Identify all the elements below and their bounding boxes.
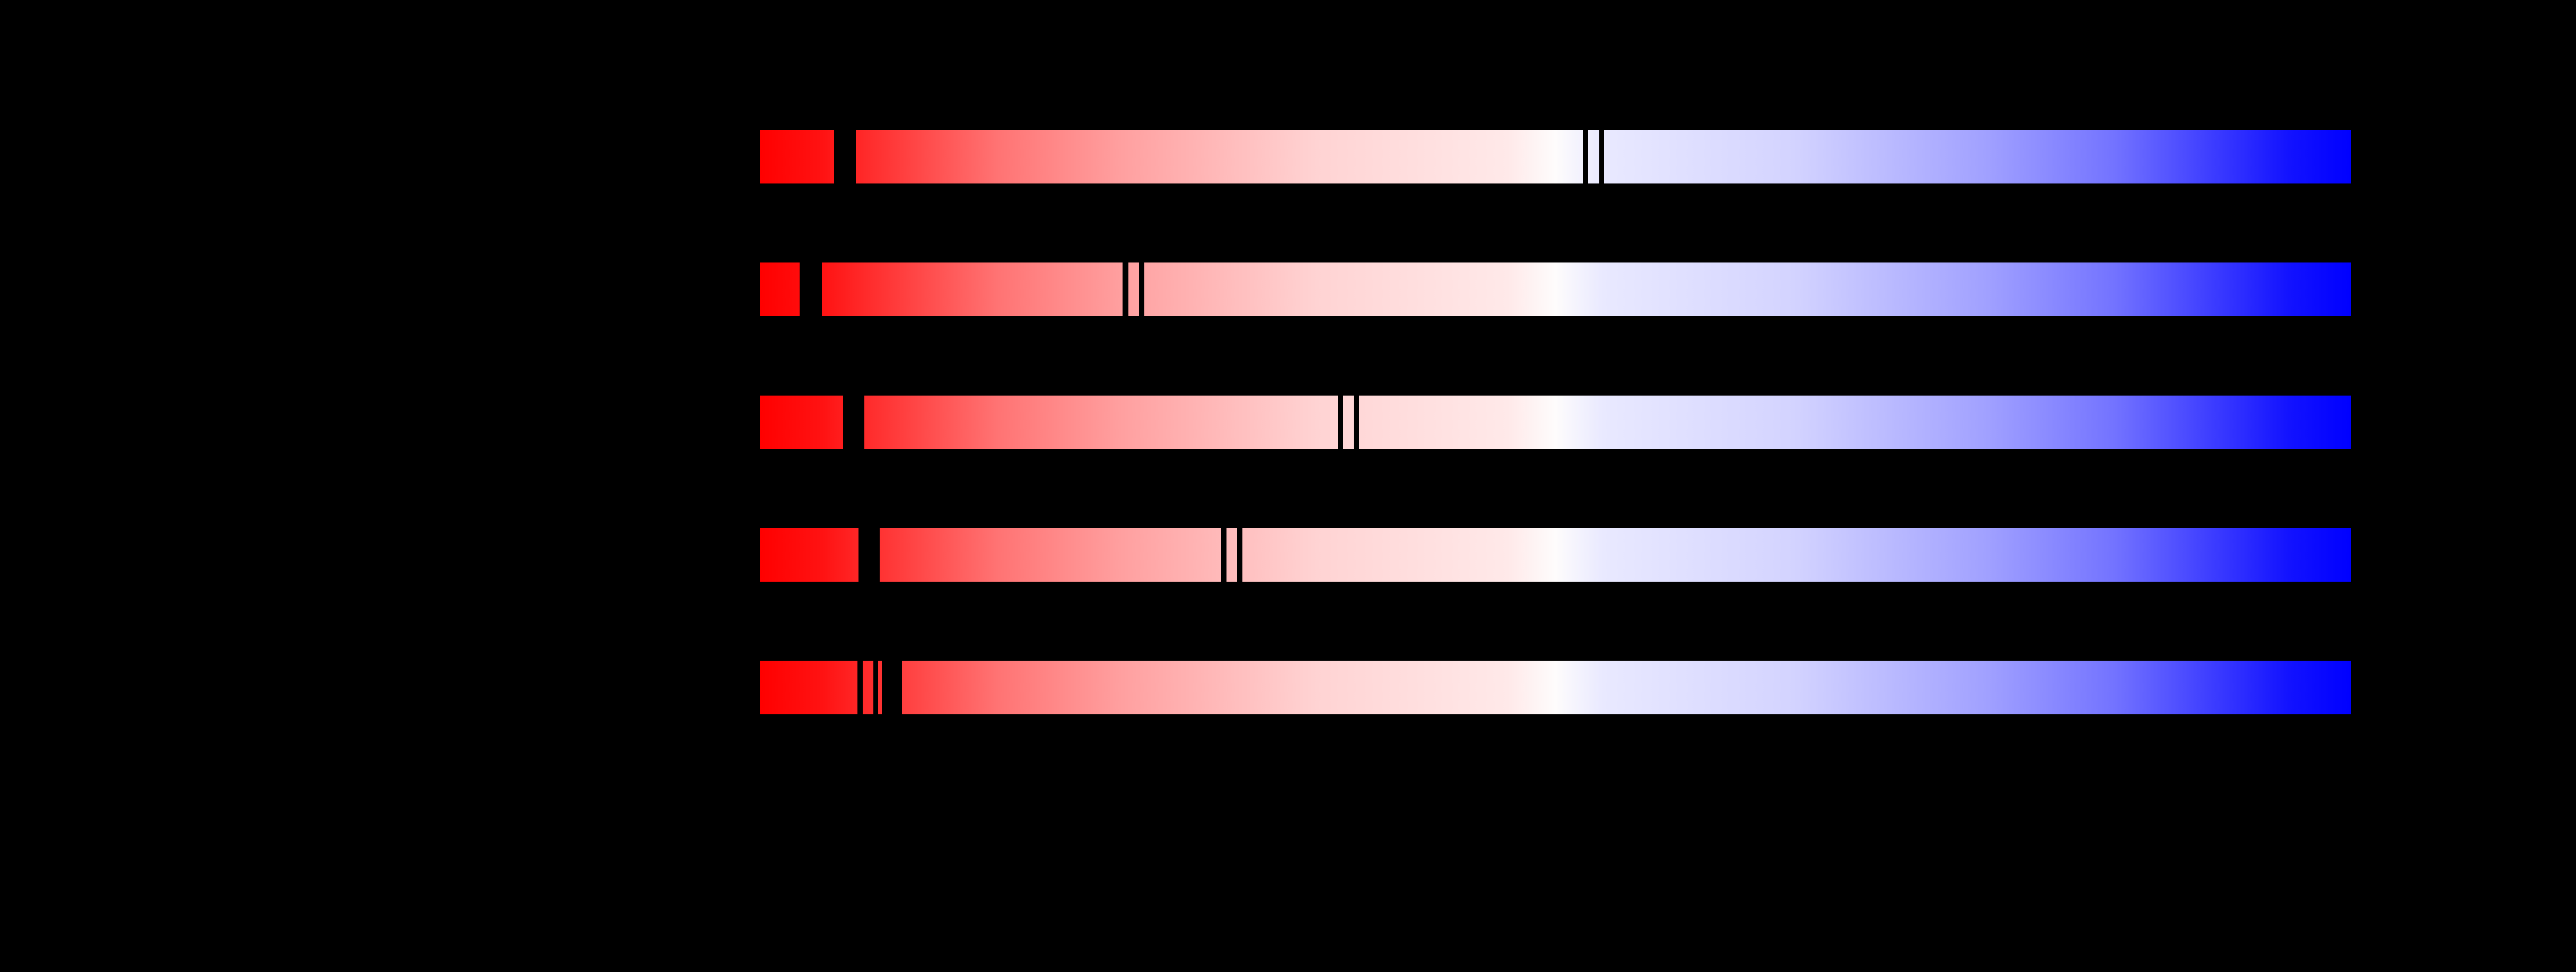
wide-marker-line-row-3 bbox=[843, 396, 864, 449]
interval-marker-line-1-row-4 bbox=[1221, 528, 1226, 582]
interval-marker-line-1-row-2 bbox=[1123, 262, 1128, 316]
interval-marker-line-1-row-1 bbox=[1583, 130, 1588, 183]
wide-marker-line-row-1 bbox=[834, 130, 856, 183]
gradient-strip-row-1 bbox=[760, 130, 2351, 183]
wide-marker-line-row-5 bbox=[882, 661, 902, 714]
gradient-strip-row-2 bbox=[760, 262, 2351, 316]
interval-marker-line-1-row-5 bbox=[857, 661, 863, 714]
wide-marker-line-row-2 bbox=[800, 262, 822, 316]
gradient-strip-row-4 bbox=[760, 528, 2351, 582]
interval-marker-line-2-row-2 bbox=[1139, 262, 1144, 316]
interval-marker-line-2-row-4 bbox=[1237, 528, 1242, 582]
interval-marker-line-2-row-1 bbox=[1599, 130, 1604, 183]
interval-marker-line-2-row-3 bbox=[1354, 396, 1359, 449]
gradient-strip-row-5 bbox=[760, 661, 2351, 714]
wide-marker-line-row-4 bbox=[858, 528, 880, 582]
interval-marker-line-1-row-3 bbox=[1338, 396, 1343, 449]
interval-marker-line-2-row-5 bbox=[873, 661, 878, 714]
gradient-strip-row-3 bbox=[760, 396, 2351, 449]
